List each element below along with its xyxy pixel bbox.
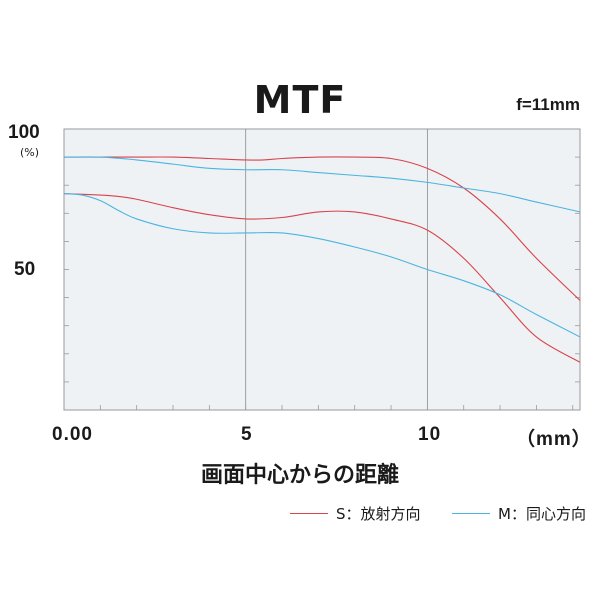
- plot-background: [63, 128, 581, 411]
- series-layer: [63, 156, 581, 363]
- x-axis-title: 画面中心からの距離: [200, 463, 399, 488]
- legend-item-m: M：同心方向: [452, 503, 586, 524]
- x-tick-label-5: 5: [241, 424, 253, 445]
- series-line-0: [64, 156, 581, 301]
- series-line-1: [63, 193, 581, 363]
- y-unit-label: (%): [20, 146, 40, 159]
- legend-label-s: S：放射方向: [336, 505, 421, 523]
- series-line-3: [63, 193, 581, 338]
- x-unit-label: （mm）: [516, 429, 592, 450]
- legend-item-s: S：放射方向: [290, 503, 421, 524]
- chart-title: MTF: [253, 78, 347, 122]
- legend-swatch-s: [290, 513, 328, 514]
- x-tick-label-10: 10: [418, 424, 442, 445]
- y-tick-label-100: 100: [8, 122, 40, 143]
- x-tick-label-0: 0.00: [52, 424, 93, 445]
- y-tick-label-50: 50: [14, 259, 36, 280]
- legend-swatch-m: [452, 513, 490, 514]
- legend-label-m: M：同心方向: [498, 505, 586, 523]
- series-line-2: [63, 156, 581, 213]
- focal-length-label: f=11mm: [516, 95, 580, 114]
